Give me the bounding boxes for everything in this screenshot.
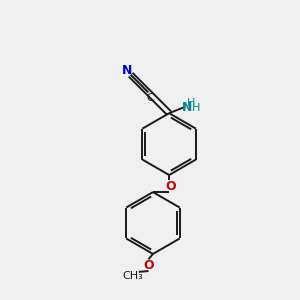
Text: H: H: [192, 103, 200, 113]
Text: N: N: [182, 101, 193, 114]
Text: C: C: [147, 93, 154, 103]
Text: O: O: [143, 259, 154, 272]
Text: CH₃: CH₃: [122, 271, 143, 281]
Text: H: H: [187, 98, 195, 108]
Text: N: N: [122, 64, 132, 77]
Text: O: O: [166, 180, 176, 193]
